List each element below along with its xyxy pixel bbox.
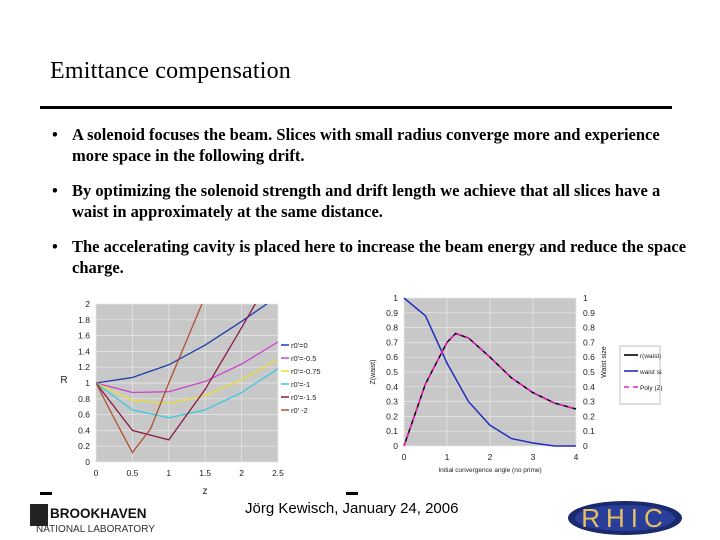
bullet-text: A solenoid focuses the beam. Slices with… (72, 125, 660, 165)
x-tick-label: 1 (445, 452, 450, 462)
legend-label: r0'=-1 (291, 380, 310, 389)
waist-vs-angle-chart: 0 0.1 0.2 0.3 0.4 0.5 0.6 0.7 0.8 0.9 1 0 0.1 0.2 0.3 0… (370, 293, 662, 474)
y2-tick-label: 0.8 (583, 323, 595, 333)
legend-label: r0' -2 (291, 406, 308, 415)
bullet-item: • The accelerating cavity is placed here … (52, 236, 692, 278)
series-line (403, 297, 576, 447)
legend-label: Poly (Z(waist)) (640, 385, 662, 392)
x-tick-label: 2 (239, 468, 244, 478)
series-line (96, 358, 278, 405)
series-line (96, 304, 203, 454)
bullet-item: • By optimizing the solenoid strength and… (52, 180, 692, 222)
y2-tick-label: 0.2 (583, 411, 595, 421)
y-axis-label: Z(waist) (370, 360, 377, 385)
x-tick-label: 2.5 (272, 468, 284, 478)
legend-label: r0'=-1.5 (291, 393, 316, 402)
bullet-text: By optimizing the solenoid strength and … (72, 181, 661, 221)
x-tick-label: 1.5 (199, 468, 211, 478)
y-tick-label: 0.8 (386, 323, 398, 333)
y-tick-label: 0.8 (78, 394, 90, 404)
y-tick-label: 0.3 (386, 397, 398, 407)
x-tick-label: 1 (166, 468, 171, 478)
x-axis-label: z (203, 486, 208, 497)
bullet-symbol: • (52, 181, 58, 200)
y-tick-label: 1 (393, 293, 398, 303)
y-axis-label: R (60, 375, 67, 386)
y-tick-label: 0.6 (386, 352, 398, 362)
bullet-list: • A solenoid focuses the beam. Slices wit… (52, 124, 692, 292)
x-tick-label: 0.5 (126, 468, 138, 478)
y2-tick-label: 0.7 (583, 337, 595, 347)
legend-box (619, 345, 661, 405)
bnl-logo-line1: BROOKHAVEN (50, 506, 147, 521)
y-tick-label: 0.7 (386, 337, 398, 347)
footer-author-date: Jörg Kewisch, January 24, 2006 (245, 500, 459, 517)
y-tick-label: 0.4 (78, 425, 90, 435)
y-tick-label: 0.2 (386, 411, 398, 421)
legend-label: r0'=0 (291, 341, 308, 350)
y2-tick-label: 1 (583, 293, 588, 303)
y2-tick-label: 0.1 (583, 426, 595, 436)
brookhaven-logo: BROOKHAVEN NATIONAL LABORATORY (30, 504, 155, 534)
y-tick-label: 0.6 (78, 410, 90, 420)
series-line (403, 332, 577, 447)
series-line (96, 341, 278, 394)
bullet-item: • A solenoid focuses the beam. Slices wit… (52, 124, 692, 166)
y-tick-label: 1 (85, 378, 90, 388)
y-tick-label: 1.4 (78, 346, 90, 356)
y-tick-label: 0 (85, 457, 90, 467)
legend-label: r(waist) (640, 353, 661, 360)
y-tick-label: 0.4 (386, 382, 398, 392)
title-underline (40, 106, 672, 109)
rhic-logo-text: RHIC (581, 503, 669, 533)
y2-tick-label: 0.9 (583, 308, 595, 318)
legend-label: waist size (639, 369, 662, 376)
y-tick-label: 0.2 (78, 441, 90, 451)
y-tick-label: 1.2 (78, 362, 90, 372)
y2-tick-label: 0.3 (583, 397, 595, 407)
bullet-text: The accelerating cavity is placed here t… (72, 237, 687, 277)
footer-mark-mid (346, 492, 358, 495)
y2-tick-label: 0.5 (583, 367, 595, 377)
radius-vs-z-chart: 0 0.2 0.4 0.6 0.8 1 1.2 1.4 1.6 1.8 2 0 0.5 1 1.5 2 2.5 R… (60, 299, 321, 497)
y2-tick-label: 0.4 (583, 382, 595, 392)
bullet-symbol: • (52, 125, 58, 144)
x-axis-label: Initial convergence angle (no prime) (438, 467, 541, 474)
y-tick-label: 1.8 (78, 315, 90, 325)
series-line (96, 304, 257, 441)
x-tick-label: 4 (574, 452, 579, 462)
x-tick-label: 3 (531, 452, 536, 462)
y-tick-label: 0 (393, 441, 398, 451)
legend-label: r0'=-0.5 (291, 354, 316, 363)
footer-mark-left (40, 492, 52, 495)
y-tick-label: 0.9 (386, 308, 398, 318)
legend-label: r0'=-0.75 (291, 367, 321, 376)
x-tick-label: 0 (402, 452, 407, 462)
x-tick-label: 0 (94, 468, 99, 478)
y2-tick-label: 0 (583, 441, 588, 451)
y-tick-label: 1.6 (78, 331, 90, 341)
slide-title: Emittance compensation (50, 58, 291, 84)
y2-tick-label: 0.6 (583, 352, 595, 362)
rhic-logo: RHIC (568, 501, 682, 535)
bnl-logo-line2: NATIONAL LABORATORY (36, 524, 155, 534)
bullet-symbol: • (52, 237, 58, 256)
y-tick-label: 0.1 (386, 426, 398, 436)
x-tick-label: 2 (488, 452, 493, 462)
y2-axis-label: Waist size (601, 346, 608, 378)
y-tick-label: 2 (85, 299, 90, 309)
y-tick-label: 0.5 (386, 367, 398, 377)
